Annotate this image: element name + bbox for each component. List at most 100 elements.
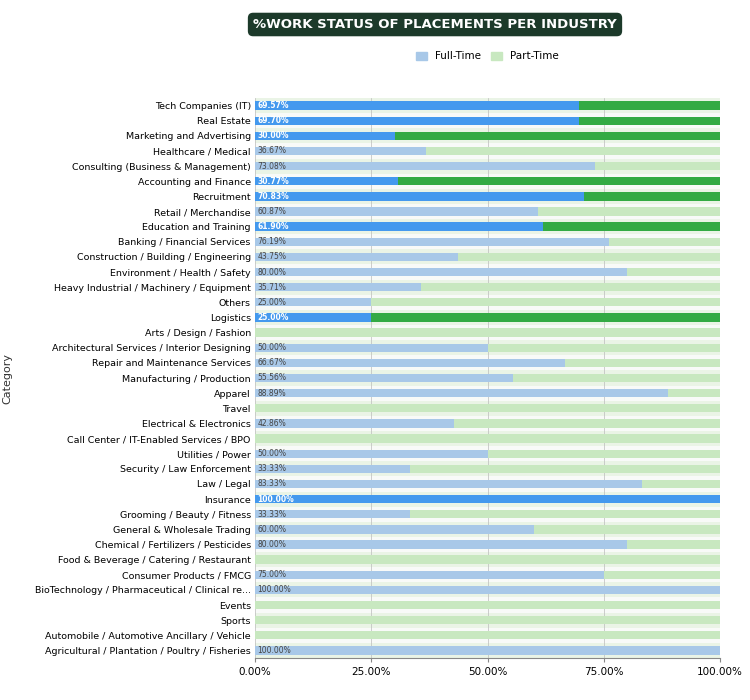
Bar [255,431,720,446]
Bar [255,389,668,398]
Bar [255,253,458,261]
Bar [255,116,579,125]
Text: 60.87%: 60.87% [257,207,286,216]
Bar [458,253,720,261]
Bar [255,480,643,488]
Bar [255,628,720,643]
Bar [609,237,720,246]
Bar [398,177,720,186]
Bar [255,328,720,337]
Bar [255,616,720,624]
Bar [255,404,720,412]
Bar [255,419,454,428]
Bar [255,400,720,416]
Bar [255,522,720,537]
Bar [255,552,720,567]
Bar [627,268,720,277]
Bar [255,612,720,628]
Bar [410,510,720,519]
Text: 50.00%: 50.00% [257,343,286,352]
Text: 50.00%: 50.00% [257,449,286,459]
Bar [255,356,720,370]
Bar [255,556,720,564]
Legend: Full-Time, Part-Time: Full-Time, Part-Time [412,47,563,66]
Bar [643,480,720,488]
Bar [255,249,720,265]
Bar [255,223,543,231]
Text: 66.67%: 66.67% [257,358,286,368]
Text: 100.00%: 100.00% [257,585,291,594]
Bar [488,449,720,458]
Bar [255,314,371,321]
Bar [255,495,720,503]
Text: 69.57%: 69.57% [257,101,289,110]
Bar [488,344,720,352]
Bar [255,132,394,140]
Bar [255,147,425,155]
Bar [604,570,720,579]
Bar [255,177,398,186]
Bar [255,344,488,352]
Bar [255,449,488,458]
Bar [255,598,720,612]
Bar [255,189,720,204]
Text: 33.33%: 33.33% [257,464,286,473]
Bar [454,419,720,428]
Text: 43.75%: 43.75% [257,253,286,261]
Bar [513,374,720,382]
Bar [255,193,584,200]
Bar [255,268,627,277]
Bar [255,358,565,367]
Text: 76.19%: 76.19% [257,237,286,246]
Text: 73.08%: 73.08% [257,162,286,171]
Bar [255,298,371,307]
Text: 80.00%: 80.00% [257,267,286,276]
Bar [538,207,720,216]
Bar [595,162,720,170]
Bar [255,265,720,279]
Bar [534,525,720,533]
Bar [255,491,720,507]
Bar [255,295,720,310]
Bar [255,601,720,609]
Bar [255,374,513,382]
Text: 100.00%: 100.00% [257,646,291,655]
Bar [255,128,720,144]
Bar [255,510,410,519]
Bar [255,310,720,325]
Bar [584,193,720,200]
Bar [255,416,720,431]
Text: Category: Category [2,353,13,403]
Text: 30.00%: 30.00% [257,132,289,140]
Bar [255,219,720,234]
Text: 42.86%: 42.86% [257,419,286,428]
Bar [371,298,720,307]
Bar [255,370,720,386]
Bar [627,540,720,549]
Bar [255,279,720,295]
Bar [255,98,720,113]
Text: 25.00%: 25.00% [257,313,289,322]
Bar [255,525,534,533]
Bar [565,358,720,367]
Bar [255,567,720,582]
Bar [543,223,720,231]
Bar [255,570,604,579]
Text: 69.70%: 69.70% [257,116,289,125]
Bar [255,102,578,110]
Bar [255,162,595,170]
Bar [668,389,720,398]
Bar [255,537,720,552]
Bar [255,386,720,400]
Text: 61.90%: 61.90% [257,222,289,231]
Bar [578,102,720,110]
Bar [255,646,720,654]
Text: %WORK STATUS OF PLACEMENTS PER INDUSTRY: %WORK STATUS OF PLACEMENTS PER INDUSTRY [253,18,616,31]
Text: 35.71%: 35.71% [257,283,286,292]
Bar [255,283,421,291]
Bar [255,144,720,158]
Text: 25.00%: 25.00% [257,298,286,307]
Bar [255,340,720,356]
Bar [255,631,720,640]
Bar [255,174,720,189]
